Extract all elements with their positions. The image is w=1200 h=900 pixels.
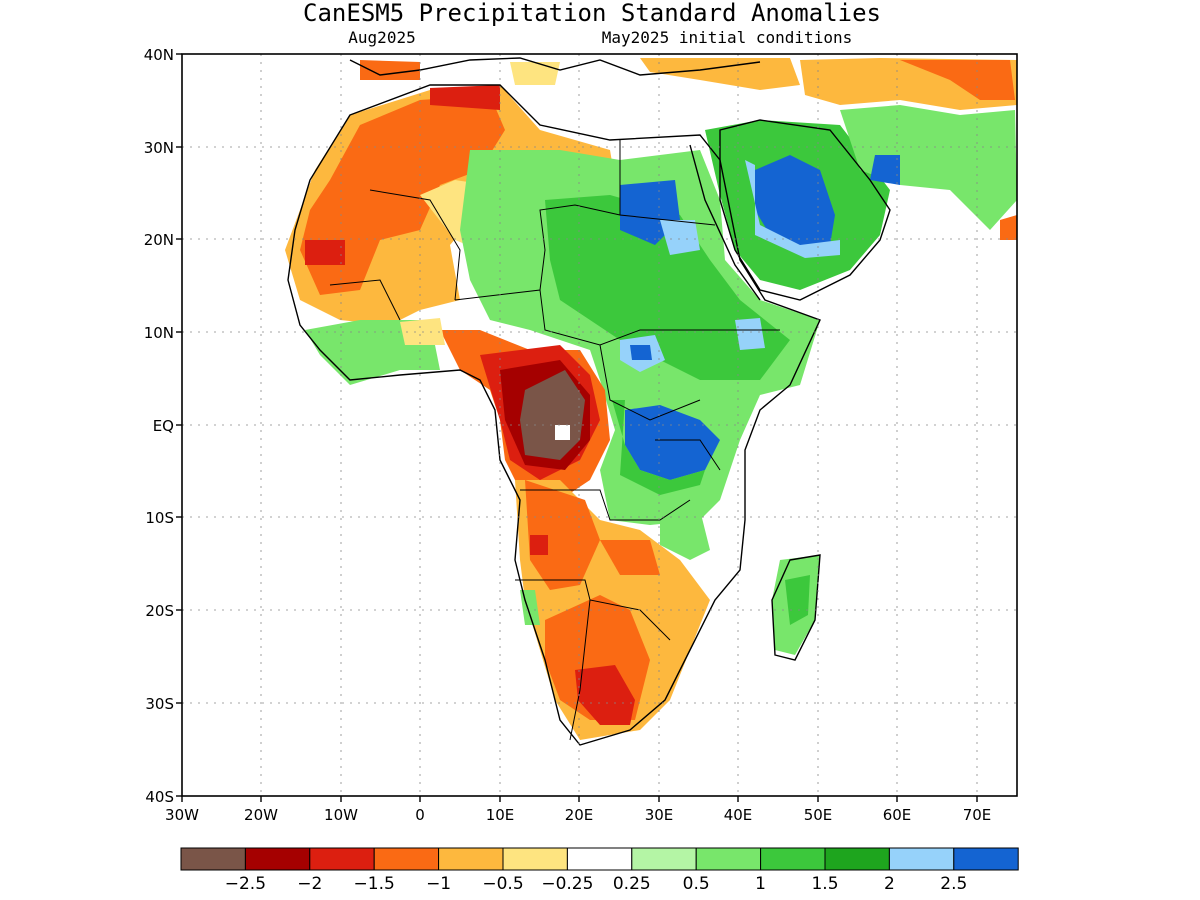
colorbar-swatch bbox=[373, 847, 440, 871]
mediterranean-north-coast bbox=[349, 57, 761, 76]
colorbar-label: −0.25 bbox=[541, 874, 593, 894]
congo-east-very-wet bbox=[625, 405, 720, 480]
gridlines bbox=[182, 54, 1017, 796]
colorbar-labels: −2.5 −2 −1.5 −1 −0.5 −0.25 0.25 0.5 1 1.5 2 2.5 bbox=[225, 874, 968, 894]
lon-label: 40E bbox=[724, 806, 753, 824]
colorbar-label: 1.5 bbox=[811, 874, 838, 894]
lat-label: 40N bbox=[144, 46, 174, 64]
latitude-axis: 40N 30N 20N 10N EQ 10S 20S 30S 40S bbox=[144, 46, 174, 806]
colorbar-swatch bbox=[824, 847, 890, 871]
arabia-wet-rim bbox=[745, 160, 840, 258]
lon-label: 30E bbox=[645, 806, 674, 824]
angola-dry bbox=[525, 480, 600, 590]
lat-label: 20N bbox=[144, 231, 174, 249]
lon-label: 10W bbox=[324, 806, 358, 824]
lon-label: 70E bbox=[963, 806, 992, 824]
subtitle-initial-conditions: May2025 initial conditions bbox=[602, 28, 852, 47]
med-east-dry bbox=[640, 58, 800, 90]
arabia-east-dry bbox=[1000, 215, 1017, 240]
lon-label: 50E bbox=[804, 806, 833, 824]
colorbar-swatch bbox=[695, 847, 762, 871]
zambia-dry bbox=[600, 540, 660, 575]
turkey-dry bbox=[900, 60, 1015, 100]
red-sea-inner bbox=[689, 144, 761, 301]
colorbar-swatch bbox=[566, 847, 633, 871]
latitude-ticks bbox=[176, 53, 182, 797]
lat-label: 30N bbox=[144, 139, 174, 157]
west-sahara-strong-dry bbox=[305, 240, 345, 265]
lat-label: 10N bbox=[144, 324, 174, 342]
longitude-axis: 30W 20W 10W 0 10E 20E 30E 40E 50E 60E 70… bbox=[165, 806, 991, 824]
lon-label: 20W bbox=[244, 806, 278, 824]
iran-wet-core bbox=[870, 155, 900, 185]
madagascar-coastline bbox=[771, 554, 821, 661]
colorbar-label: 1 bbox=[755, 874, 766, 894]
colorbar-label: −1 bbox=[426, 874, 451, 894]
ethiopia-wet-rim bbox=[735, 318, 765, 350]
coastlines bbox=[287, 57, 891, 746]
colorbar-swatch bbox=[502, 847, 568, 871]
lat-label: 30S bbox=[145, 695, 174, 713]
colorbar-label: −2 bbox=[297, 874, 322, 894]
lon-label: 30W bbox=[165, 806, 199, 824]
lon-label: 0 bbox=[415, 806, 425, 824]
colorbar-swatch bbox=[180, 847, 246, 871]
congo-east-wet-rim bbox=[612, 400, 705, 495]
colorbar bbox=[180, 847, 1019, 871]
lon-label: 10E bbox=[486, 806, 515, 824]
subtitle-valid-month: Aug2025 bbox=[348, 28, 415, 47]
south-africa-strong-dry bbox=[575, 665, 635, 725]
north-sahara-strong-dry bbox=[430, 85, 500, 110]
lat-label: 40S bbox=[145, 788, 174, 806]
lat-label: 10S bbox=[145, 509, 174, 527]
congo-hole bbox=[555, 425, 570, 440]
sudan-wet-rim bbox=[660, 220, 700, 255]
central-africa-wet-core bbox=[545, 195, 790, 380]
colorbar-label: 0.5 bbox=[683, 874, 710, 894]
mozambique-wet bbox=[660, 510, 710, 560]
iran-wet bbox=[840, 105, 1017, 230]
colorbar-swatch bbox=[438, 847, 504, 871]
west-coast-dry-patch bbox=[400, 318, 445, 345]
med-coast-dry bbox=[360, 60, 420, 80]
anomaly-fields bbox=[285, 58, 1017, 740]
colorbar-swatch bbox=[760, 847, 826, 871]
madagascar-wet-core bbox=[785, 575, 810, 625]
angola-strong-dry bbox=[530, 535, 548, 555]
map-title: CanESM5 Precipitation Standard Anomalies bbox=[303, 0, 881, 27]
colorbar-label: −0.5 bbox=[482, 874, 523, 894]
colorbar-swatch bbox=[953, 847, 1019, 871]
colorbar-swatch bbox=[244, 847, 311, 871]
lat-label: EQ bbox=[153, 417, 174, 435]
colorbar-swatch bbox=[631, 847, 697, 871]
longitude-ticks bbox=[181, 796, 978, 802]
colorbar-label: 2 bbox=[884, 874, 895, 894]
lat-label: 20S bbox=[145, 602, 174, 620]
colorbar-label: 2.5 bbox=[940, 874, 967, 894]
lon-label: 60E bbox=[883, 806, 912, 824]
colorbar-swatch bbox=[888, 847, 955, 871]
lon-label: 20E bbox=[565, 806, 594, 824]
colorbar-label: −1.5 bbox=[354, 874, 395, 894]
arabia-coastline bbox=[719, 119, 891, 301]
med-north-dry bbox=[510, 62, 560, 85]
arabia-very-wet bbox=[755, 155, 835, 250]
colorbar-label: 0.25 bbox=[613, 874, 651, 894]
chad-wet-spot-core bbox=[630, 345, 652, 360]
country-borders bbox=[329, 140, 780, 741]
colorbar-label: −2.5 bbox=[225, 874, 266, 894]
colorbar-swatch bbox=[309, 847, 375, 871]
